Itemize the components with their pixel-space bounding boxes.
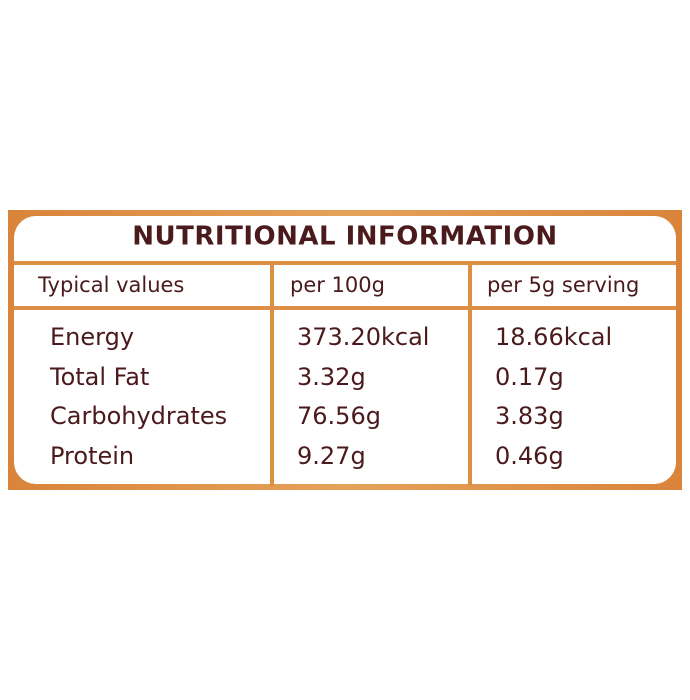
cell-value: 0.17g [495, 363, 564, 391]
row-label: Energy [50, 323, 134, 351]
column-rule [468, 263, 472, 486]
cell-value: 76.56g [297, 402, 381, 430]
header-cell: Typical values [37, 273, 184, 297]
table: Typical values per 100g per 5g serving Ener… [37, 273, 639, 470]
row-label: Total Fat [49, 363, 149, 391]
header-cell: per 100g [290, 273, 385, 297]
title: NUTRITIONAL INFORMATION [132, 222, 557, 252]
row-label: Carbohydrates [50, 402, 227, 430]
cell-value: 9.27g [297, 442, 366, 470]
cell-value: 373.20kcal [297, 323, 429, 351]
rule [14, 261, 676, 265]
row-label: Protein [50, 442, 134, 470]
cell-value: 0.46g [495, 442, 564, 470]
inner-panel [14, 216, 676, 484]
cell-value: 18.66kcal [495, 323, 612, 351]
cell-value: 3.83g [495, 402, 564, 430]
header-cell: per 5g serving [487, 273, 639, 297]
column-rule [270, 263, 274, 486]
cell-value: 3.32g [297, 363, 366, 391]
rule [14, 306, 676, 310]
